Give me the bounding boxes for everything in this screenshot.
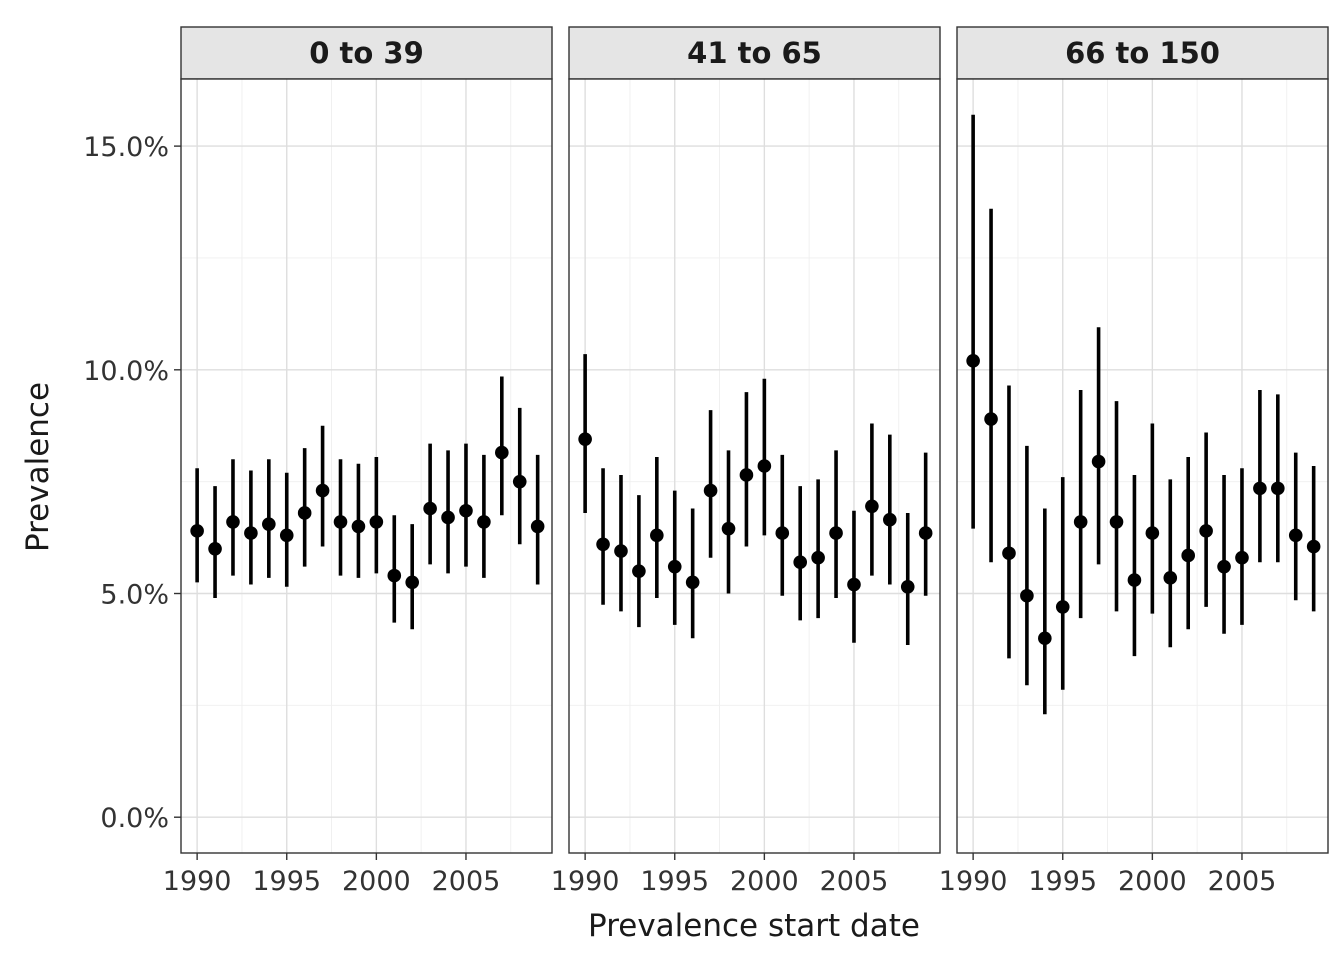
facet-strip — [180, 26, 553, 80]
data-point — [423, 501, 437, 516]
panel-border — [568, 78, 941, 854]
data-point — [793, 555, 808, 569]
data-point — [984, 412, 998, 426]
data-point — [775, 526, 790, 540]
data-point — [632, 564, 646, 578]
data-point — [1109, 515, 1124, 529]
data-point — [369, 515, 384, 529]
data-point — [1181, 548, 1196, 563]
data-point — [333, 515, 348, 529]
facet-panel: 0 to 39 1990 1995 2000 2005 — [163, 26, 553, 897]
data-point — [190, 524, 204, 538]
x-tick-label: 2000 — [342, 866, 411, 897]
data-point — [1199, 524, 1213, 538]
data-point — [1253, 481, 1267, 496]
x-tick-label: 1990 — [163, 866, 232, 897]
data-point — [387, 568, 402, 583]
panel-border — [956, 78, 1329, 854]
panels-layer: 0 to 39 1990 1995 2000 2005 41 to 65 1990 1995 2… — [163, 26, 1329, 897]
y-axis-title: Prevalence — [20, 382, 56, 552]
data-point — [883, 512, 897, 527]
data-point — [441, 510, 455, 525]
data-point — [512, 474, 527, 489]
y-tick-label: 5.0% — [100, 580, 169, 611]
data-point — [1145, 526, 1160, 540]
x-tick-label: 2005 — [432, 866, 501, 897]
data-point — [530, 519, 545, 534]
data-point — [757, 459, 772, 473]
data-point — [614, 544, 628, 558]
data-point — [495, 445, 509, 460]
data-point — [829, 526, 843, 540]
data-point — [1038, 631, 1052, 646]
x-tick-label: 2005 — [1208, 866, 1277, 897]
x-tick-label: 2005 — [820, 866, 889, 897]
data-point — [262, 517, 276, 531]
data-point — [459, 503, 473, 518]
data-point — [596, 537, 610, 552]
data-point — [811, 550, 825, 565]
data-point — [226, 515, 240, 529]
x-tick-label: 1995 — [1028, 866, 1097, 897]
data-point — [739, 468, 754, 482]
data-point — [721, 521, 736, 536]
data-point — [244, 526, 258, 540]
x-tick-label: 2000 — [730, 866, 799, 897]
x-tick-label: 1990 — [551, 866, 620, 897]
data-point — [667, 559, 682, 574]
data-point — [315, 483, 330, 498]
facet-strip — [956, 26, 1329, 80]
data-point — [1271, 481, 1285, 496]
facet-strip-label: 0 to 39 — [309, 36, 424, 70]
x-tick-label: 2000 — [1118, 866, 1187, 897]
facet-strip-label: 66 to 150 — [1065, 36, 1220, 70]
data-point — [703, 483, 718, 498]
y-tick-label: 15.0% — [83, 132, 169, 163]
data-point — [650, 528, 664, 543]
data-point — [477, 515, 491, 529]
data-point — [578, 432, 592, 446]
data-point — [966, 354, 980, 368]
data-point — [208, 541, 222, 556]
y-axis: 0.0% 5.0% 10.0% 15.0% — [83, 132, 181, 834]
data-point — [1091, 454, 1106, 469]
data-point — [1163, 571, 1178, 585]
facet-strip — [568, 26, 941, 80]
data-point — [1288, 528, 1303, 543]
data-point — [279, 528, 294, 543]
facet-panel: 41 to 65 1990 1995 2000 2005 — [551, 26, 941, 897]
panel-background — [569, 79, 940, 853]
x-tick-label: 1995 — [640, 866, 709, 897]
panel-background — [957, 79, 1328, 853]
facet-strip-label: 41 to 65 — [687, 36, 822, 70]
facet-panel: 66 to 150 1990 1995 2000 2005 — [939, 26, 1329, 897]
y-tick-label: 10.0% — [83, 356, 169, 387]
data-point — [900, 579, 915, 594]
data-point — [865, 499, 879, 514]
data-point — [1306, 539, 1321, 554]
data-point — [918, 526, 933, 540]
x-tick-label: 1990 — [939, 866, 1008, 897]
data-point — [685, 575, 700, 590]
data-point — [297, 506, 312, 520]
panel-background — [181, 79, 552, 853]
y-tick-label: 0.0% — [100, 803, 169, 834]
data-point — [1217, 559, 1231, 574]
x-axis-title: Prevalence start date — [588, 908, 920, 944]
panel-border — [180, 78, 553, 854]
x-tick-label: 1995 — [252, 866, 321, 897]
data-point — [1127, 573, 1142, 587]
data-point — [1002, 546, 1016, 561]
data-point — [405, 575, 420, 590]
data-point — [1073, 515, 1088, 529]
data-point — [1055, 600, 1070, 614]
data-point — [847, 577, 861, 592]
data-point — [1235, 550, 1249, 565]
data-point — [1020, 588, 1034, 603]
data-point — [351, 519, 366, 534]
